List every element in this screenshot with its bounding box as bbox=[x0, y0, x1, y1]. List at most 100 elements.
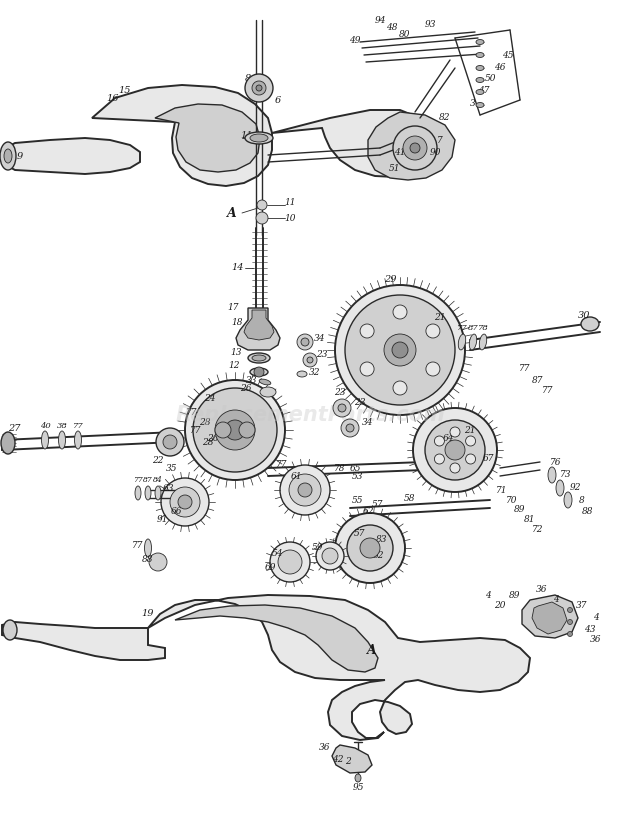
Text: 34: 34 bbox=[362, 417, 374, 426]
Circle shape bbox=[170, 487, 200, 517]
Ellipse shape bbox=[548, 467, 556, 483]
Circle shape bbox=[426, 324, 440, 338]
Text: 24: 24 bbox=[204, 393, 216, 402]
Circle shape bbox=[257, 200, 267, 210]
Polygon shape bbox=[272, 110, 440, 177]
Circle shape bbox=[384, 334, 416, 366]
Circle shape bbox=[410, 143, 420, 153]
Circle shape bbox=[393, 126, 437, 170]
Ellipse shape bbox=[252, 355, 266, 361]
Ellipse shape bbox=[248, 353, 270, 363]
Text: 59: 59 bbox=[312, 543, 324, 552]
Text: 26: 26 bbox=[207, 433, 219, 442]
Text: 78: 78 bbox=[477, 324, 489, 332]
Polygon shape bbox=[332, 745, 372, 773]
Circle shape bbox=[346, 424, 354, 432]
Circle shape bbox=[254, 367, 264, 377]
Text: 47: 47 bbox=[478, 86, 490, 94]
Text: 53: 53 bbox=[352, 471, 364, 481]
Circle shape bbox=[360, 538, 380, 558]
Circle shape bbox=[256, 85, 262, 91]
Circle shape bbox=[298, 483, 312, 497]
Text: 62: 62 bbox=[372, 551, 384, 561]
Text: A: A bbox=[227, 207, 237, 220]
Text: 77: 77 bbox=[520, 363, 531, 372]
Text: 14: 14 bbox=[232, 263, 244, 272]
Circle shape bbox=[225, 420, 245, 440]
Circle shape bbox=[178, 495, 192, 509]
Text: 65: 65 bbox=[349, 463, 361, 472]
Text: A: A bbox=[367, 644, 377, 656]
Text: 89: 89 bbox=[514, 506, 526, 515]
Ellipse shape bbox=[3, 620, 17, 640]
Circle shape bbox=[450, 463, 460, 473]
Text: 50: 50 bbox=[485, 73, 497, 82]
Text: 28: 28 bbox=[202, 437, 214, 446]
Ellipse shape bbox=[476, 102, 484, 107]
Text: 92: 92 bbox=[569, 482, 581, 491]
Text: 77: 77 bbox=[73, 422, 83, 430]
Circle shape bbox=[215, 422, 231, 438]
Circle shape bbox=[393, 305, 407, 319]
Circle shape bbox=[316, 542, 344, 570]
Text: 72: 72 bbox=[532, 526, 544, 535]
Text: 77: 77 bbox=[542, 386, 554, 395]
Ellipse shape bbox=[135, 486, 141, 500]
Circle shape bbox=[466, 436, 476, 446]
Text: 7: 7 bbox=[437, 136, 443, 144]
Text: 89: 89 bbox=[509, 591, 521, 601]
Ellipse shape bbox=[469, 334, 477, 350]
Polygon shape bbox=[532, 602, 567, 634]
Circle shape bbox=[256, 212, 268, 224]
Text: 76: 76 bbox=[551, 457, 562, 466]
Circle shape bbox=[338, 404, 346, 412]
Ellipse shape bbox=[564, 492, 572, 508]
Text: 21: 21 bbox=[434, 313, 446, 322]
Circle shape bbox=[185, 380, 285, 480]
Text: 15: 15 bbox=[119, 86, 131, 94]
Text: 84: 84 bbox=[153, 476, 163, 484]
Ellipse shape bbox=[567, 607, 572, 612]
Text: 18: 18 bbox=[231, 317, 243, 327]
Ellipse shape bbox=[155, 486, 161, 500]
Text: 87: 87 bbox=[532, 376, 544, 385]
Circle shape bbox=[280, 465, 330, 515]
Circle shape bbox=[341, 419, 359, 437]
Text: 62: 62 bbox=[362, 507, 374, 516]
Circle shape bbox=[347, 525, 393, 571]
Text: 36: 36 bbox=[590, 636, 602, 645]
Text: 4: 4 bbox=[593, 613, 599, 622]
Text: 26: 26 bbox=[241, 383, 252, 392]
Text: 77: 77 bbox=[190, 426, 202, 435]
Ellipse shape bbox=[1, 432, 15, 454]
Text: 35: 35 bbox=[166, 463, 178, 472]
Circle shape bbox=[307, 357, 313, 363]
Text: 8: 8 bbox=[245, 73, 251, 82]
Circle shape bbox=[435, 436, 445, 446]
Text: 88: 88 bbox=[142, 556, 154, 565]
Ellipse shape bbox=[476, 89, 484, 94]
Ellipse shape bbox=[458, 334, 466, 350]
Ellipse shape bbox=[476, 66, 484, 71]
Ellipse shape bbox=[581, 317, 599, 331]
Text: 82: 82 bbox=[439, 112, 451, 122]
Circle shape bbox=[335, 513, 405, 583]
Text: 77: 77 bbox=[277, 460, 288, 468]
Text: 83: 83 bbox=[376, 536, 388, 545]
Text: 36: 36 bbox=[319, 744, 330, 752]
Polygon shape bbox=[175, 605, 378, 672]
Text: ReplacementParts.com: ReplacementParts.com bbox=[175, 405, 445, 425]
Text: 12: 12 bbox=[228, 361, 240, 370]
Circle shape bbox=[360, 324, 374, 338]
Text: 29: 29 bbox=[384, 276, 396, 285]
Circle shape bbox=[193, 388, 277, 472]
Circle shape bbox=[322, 548, 338, 564]
Text: 38: 38 bbox=[56, 422, 68, 430]
Text: 27: 27 bbox=[7, 423, 20, 432]
Text: 77: 77 bbox=[133, 476, 143, 484]
Text: 57: 57 bbox=[354, 530, 366, 538]
Text: 81: 81 bbox=[525, 516, 536, 525]
Circle shape bbox=[149, 553, 167, 571]
Text: 51: 51 bbox=[389, 163, 401, 172]
Circle shape bbox=[245, 74, 273, 102]
